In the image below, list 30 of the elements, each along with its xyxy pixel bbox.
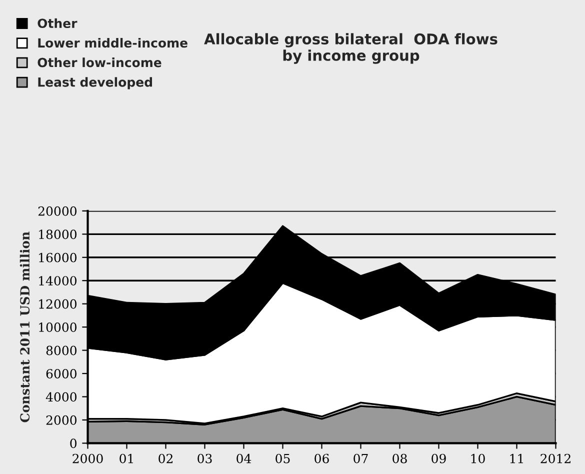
x-tick-label: 2000 [72,454,103,464]
chart-title: Allocable gross bilateral ODA flows by income group [204,33,498,64]
x-tick-label: 04 [236,454,252,464]
x-tick-label: 06 [314,454,329,464]
y-tick-label: 12000 [39,299,76,309]
y-axis-title: Constant 2011 USD million [20,232,30,422]
x-tick-label: 10 [471,454,485,464]
y-tick-label: 18000 [39,230,76,240]
y-tick-label: 20000 [38,206,76,216]
y-tick-label: 0 [70,438,77,448]
y-tick-label: 10000 [39,322,76,332]
legend-label: Other low-income [38,58,162,68]
y-tick-label: 4000 [46,392,77,402]
x-tick-label: 08 [392,454,407,464]
legend-label: Other [38,18,78,28]
x-tick-label: 07 [354,454,368,464]
legend-label: Lower middle-income [38,38,188,48]
y-tick-label: 16000 [39,252,76,262]
y-tick-label: 6000 [46,368,77,378]
x-tick-label: 05 [276,454,290,464]
x-tick-label: 01 [120,454,133,464]
legend-label: Least developed [38,77,152,90]
x-tick-label: 03 [198,454,212,464]
y-tick-label: 2000 [46,415,77,425]
y-tick-label: 14000 [39,276,76,286]
x-tick-label: 2012 [540,454,570,464]
y-tick-label: 8000 [46,346,77,356]
x-tick-label: 02 [158,454,172,464]
x-tick-label: 09 [432,454,446,464]
x-tick-label: 11 [510,454,523,464]
